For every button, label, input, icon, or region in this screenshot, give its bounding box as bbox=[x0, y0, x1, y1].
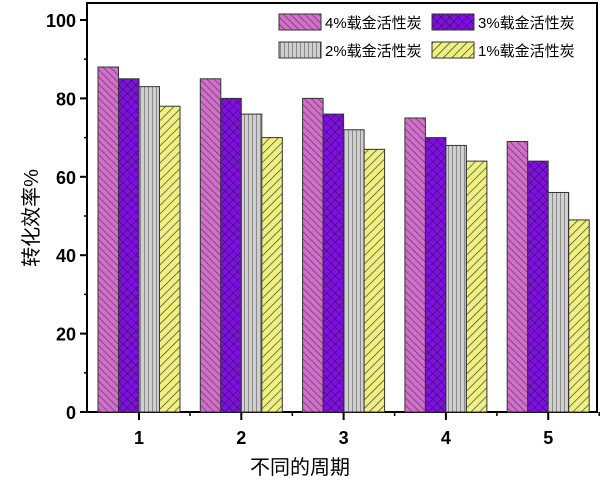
bar bbox=[322, 113, 345, 413]
y-tick-label: 80 bbox=[56, 89, 76, 109]
bar bbox=[159, 105, 181, 413]
legend: 4%载金活性炭 3%载金活性炭 2%载金活性炭 1%载金活性炭 bbox=[278, 13, 575, 60]
x-axis-label: 不同的周期 bbox=[250, 456, 350, 479]
bar bbox=[343, 129, 365, 413]
bar bbox=[261, 137, 283, 413]
legend-label: 3%载金活性炭 bbox=[478, 15, 575, 32]
bar bbox=[138, 86, 160, 413]
bar bbox=[465, 160, 488, 413]
bar bbox=[568, 219, 590, 413]
x-tick-label: 3 bbox=[339, 428, 349, 448]
bar bbox=[404, 117, 426, 413]
y-tick-label: 100 bbox=[46, 11, 76, 31]
x-tick-label: 4 bbox=[441, 428, 451, 448]
x-tick-label: 2 bbox=[236, 428, 246, 448]
legend-label: 2%载金活性炭 bbox=[325, 43, 422, 60]
bar bbox=[363, 148, 386, 413]
y-tick-label: 40 bbox=[56, 246, 76, 266]
bar bbox=[445, 144, 467, 413]
bar bbox=[527, 160, 549, 413]
bar bbox=[97, 66, 119, 413]
y-tick-label: 0 bbox=[66, 403, 76, 423]
legend-swatch bbox=[278, 13, 322, 31]
bar bbox=[547, 191, 570, 413]
y-tick-label: 20 bbox=[56, 325, 76, 345]
legend-swatch bbox=[431, 41, 475, 59]
bar bbox=[240, 113, 263, 413]
bar bbox=[506, 141, 529, 413]
bar bbox=[199, 78, 222, 413]
legend-label: 4%载金活性炭 bbox=[325, 15, 422, 32]
bar bbox=[424, 137, 447, 413]
y-tick-label: 60 bbox=[56, 168, 76, 188]
y-axis-label: 转化效率% bbox=[20, 169, 43, 267]
legend-swatch bbox=[278, 41, 322, 59]
bar bbox=[220, 97, 242, 413]
x-tick-label: 1 bbox=[134, 428, 144, 448]
legend-label: 1%载金活性炭 bbox=[478, 43, 575, 60]
x-tick-label: 5 bbox=[543, 428, 553, 448]
bar bbox=[302, 97, 324, 413]
bar bbox=[118, 78, 140, 413]
legend-swatch bbox=[431, 13, 475, 31]
